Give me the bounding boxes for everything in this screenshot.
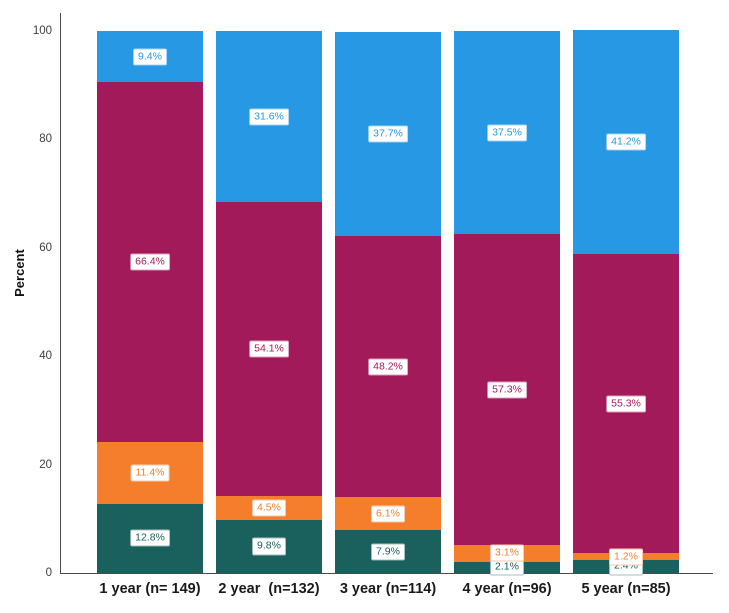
- blue-segment: 9.4%: [97, 31, 203, 82]
- y-axis-line: [60, 13, 61, 573]
- y-tick-label: 80: [39, 133, 52, 146]
- bar: 2.4% 1.2% 55.3% 41.2%: [573, 30, 679, 576]
- teal-segment: 7.9%: [335, 530, 441, 573]
- x-category-label: 2 year (n=132): [218, 581, 320, 597]
- segment-label: 1.2%: [609, 548, 643, 566]
- orange-segment: 11.4%: [97, 441, 203, 504]
- y-tick-label: 100: [32, 25, 52, 37]
- orange-segment: 1.2%: [573, 548, 679, 566]
- maroon-segment: 55.3%: [573, 253, 679, 554]
- segment-label: 31.6%: [249, 108, 289, 126]
- teal-segment: 9.8%: [216, 519, 322, 573]
- blue-segment: 37.5%: [454, 31, 560, 235]
- bar: 12.8% 11.4% 66.4% 9.4%: [97, 31, 203, 573]
- bar: 9.8% 4.5% 54.1% 31.6%: [216, 31, 322, 573]
- segment-label: 55.3%: [606, 395, 646, 413]
- segment-label: 37.5%: [487, 124, 527, 142]
- blue-segment: 37.7%: [335, 31, 441, 236]
- segment-label: 41.2%: [606, 133, 646, 151]
- segment-label: 4.5%: [252, 499, 286, 517]
- segment-label: 6.1%: [371, 505, 405, 523]
- y-tick-label: 60: [39, 241, 52, 254]
- x-category-label: 4 year (n=96): [462, 581, 552, 597]
- bar: 2.1% 3.1% 57.3% 37.5%: [454, 31, 560, 576]
- x-category-label: 1 year (n= 149): [99, 581, 201, 597]
- orange-segment: 4.5%: [216, 495, 322, 520]
- segment-label: 12.8%: [130, 529, 170, 547]
- maroon-segment: 66.4%: [97, 81, 203, 442]
- teal-segment: 2.1%: [454, 558, 560, 576]
- x-axis-line: [60, 573, 713, 574]
- orange-segment: 6.1%: [335, 497, 441, 531]
- segment-label: 66.4%: [130, 253, 170, 271]
- x-category-label: 3 year (n=114): [339, 581, 437, 597]
- x-category-label: 5 year (n=85): [581, 581, 671, 597]
- teal-segment: 12.8%: [97, 503, 203, 573]
- segment-label: 54.1%: [249, 340, 289, 358]
- segment-label: 48.2%: [368, 357, 408, 376]
- segment-label: 9.8%: [252, 537, 286, 555]
- y-tick-label: 20: [39, 458, 52, 471]
- segment-label: 57.3%: [487, 380, 527, 399]
- orange-segment: 3.1%: [454, 544, 560, 562]
- segment-label: 9.4%: [133, 47, 167, 66]
- segment-label: 3.1%: [490, 544, 524, 562]
- maroon-segment: 57.3%: [454, 234, 560, 545]
- segment-label: 37.7%: [368, 125, 408, 143]
- blue-segment: 31.6%: [216, 31, 322, 203]
- segment-label: 7.9%: [371, 543, 405, 561]
- y-tick-label: 40: [39, 350, 52, 363]
- maroon-segment: 54.1%: [216, 202, 322, 496]
- y-tick-label: 0: [45, 567, 52, 579]
- segment-label: 11.4%: [130, 464, 170, 482]
- blue-segment: 41.2%: [573, 30, 679, 254]
- maroon-segment: 48.2%: [335, 235, 441, 498]
- bar: 7.9% 6.1% 48.2% 37.7%: [335, 31, 441, 573]
